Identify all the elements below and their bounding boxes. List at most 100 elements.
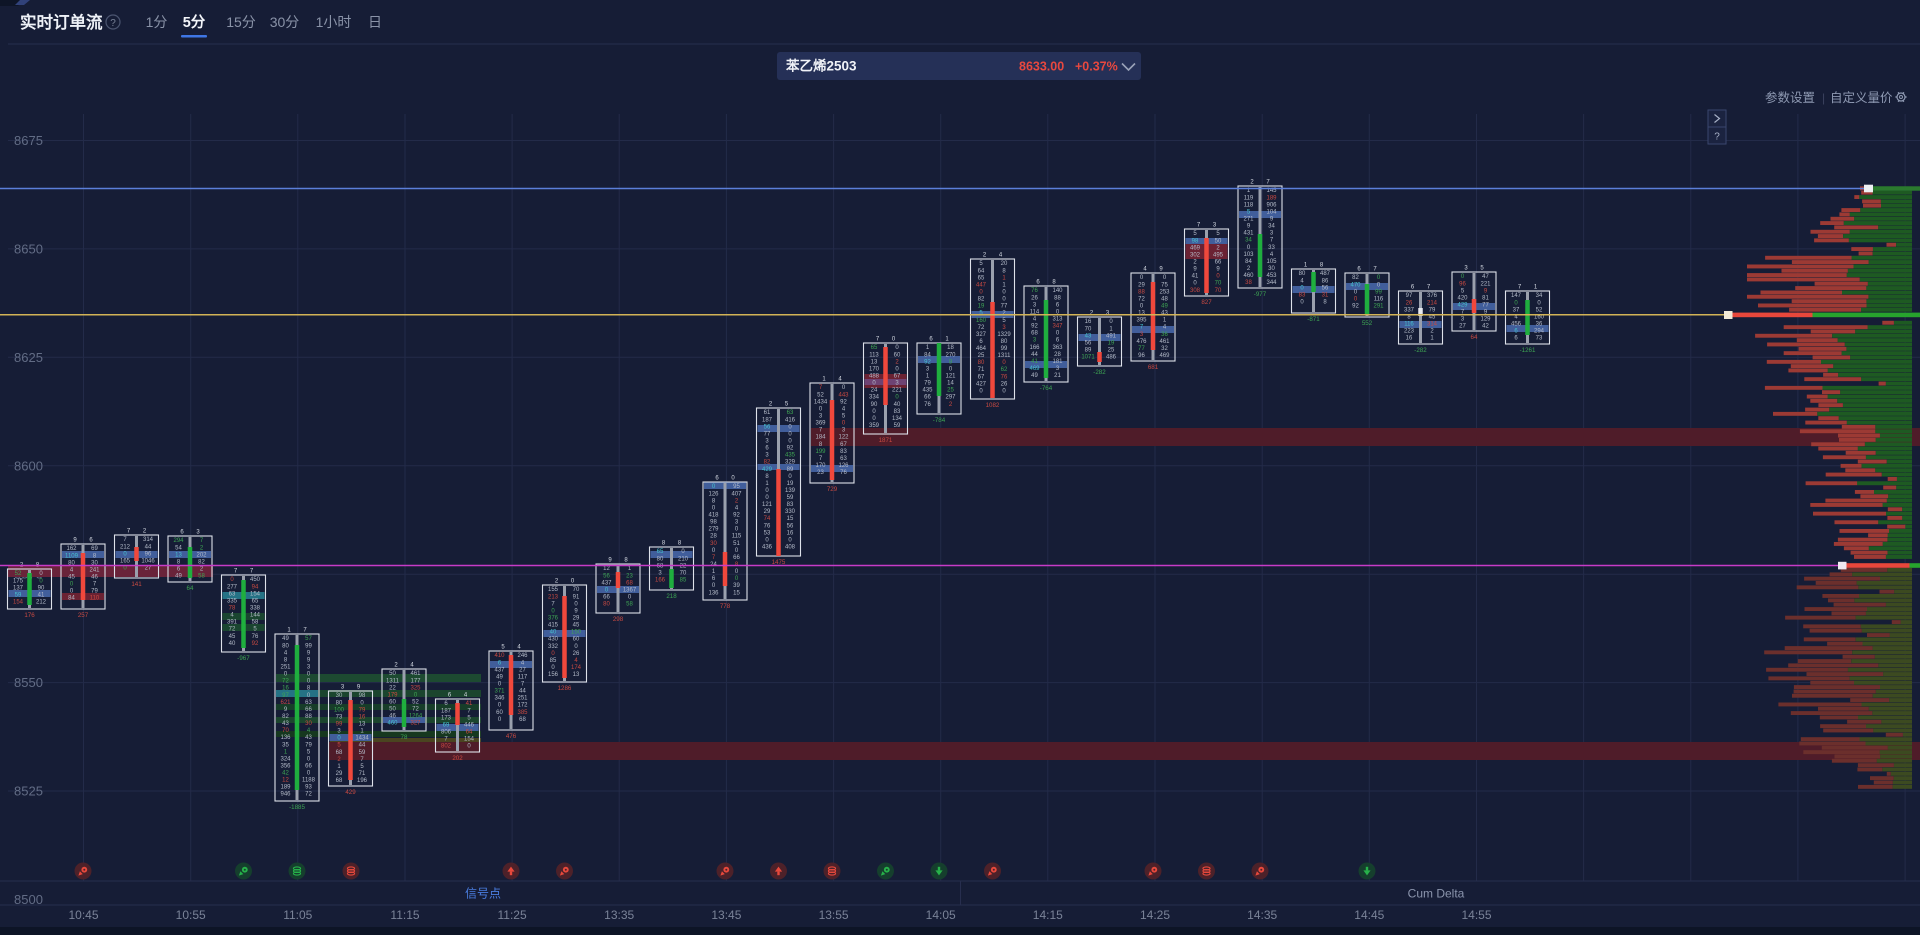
- svg-text:2: 2: [555, 579, 559, 585]
- svg-text:41: 41: [1031, 359, 1038, 365]
- svg-text:80: 80: [282, 643, 289, 649]
- svg-text:189: 189: [280, 785, 291, 791]
- svg-text:181: 181: [1052, 359, 1063, 365]
- svg-text:4: 4: [842, 406, 846, 412]
- svg-text:72: 72: [305, 792, 312, 798]
- svg-text:162: 162: [66, 546, 77, 552]
- svg-text:8: 8: [307, 686, 311, 692]
- svg-text:1分: 1分: [146, 14, 168, 30]
- svg-text:486: 486: [1106, 355, 1117, 361]
- svg-text:67: 67: [840, 442, 847, 448]
- svg-text:435: 435: [785, 453, 796, 459]
- svg-text:0: 0: [1461, 274, 1465, 280]
- svg-text:2: 2: [1193, 260, 1197, 266]
- svg-text:1109: 1109: [65, 553, 79, 559]
- svg-text:19: 19: [787, 481, 794, 487]
- svg-text:8: 8: [819, 442, 823, 448]
- svg-text:0: 0: [895, 395, 899, 401]
- svg-text:346: 346: [494, 696, 505, 702]
- svg-text:4: 4: [735, 505, 739, 511]
- svg-text:8: 8: [1002, 268, 1006, 274]
- svg-text:41: 41: [1192, 274, 1199, 280]
- svg-text:49: 49: [1031, 373, 1038, 379]
- svg-text:63: 63: [840, 456, 847, 462]
- svg-text:1: 1: [1304, 263, 1308, 269]
- svg-text:221: 221: [892, 388, 903, 394]
- svg-text:40: 40: [894, 402, 901, 408]
- svg-text:1434: 1434: [814, 399, 828, 405]
- svg-text:99: 99: [1001, 346, 1008, 352]
- svg-text:82: 82: [1352, 275, 1359, 281]
- svg-text:6: 6: [1357, 267, 1361, 273]
- svg-text:115: 115: [732, 534, 742, 540]
- svg-text:34: 34: [1268, 224, 1275, 230]
- svg-text:5分: 5分: [183, 14, 206, 31]
- svg-text:28: 28: [710, 534, 717, 540]
- svg-text:470: 470: [1350, 282, 1361, 288]
- svg-text:-1885: -1885: [289, 804, 305, 811]
- svg-text:314: 314: [1427, 322, 1438, 328]
- svg-text:70: 70: [282, 728, 289, 734]
- svg-text:0: 0: [1109, 319, 1113, 325]
- svg-text:68: 68: [1031, 331, 1038, 337]
- svg-text:2: 2: [735, 498, 739, 504]
- svg-text:5: 5: [1247, 209, 1251, 215]
- svg-text:0: 0: [1377, 275, 1381, 281]
- svg-text:1: 1: [1430, 336, 1434, 342]
- svg-text:5: 5: [979, 261, 983, 267]
- svg-text:26: 26: [1031, 295, 1038, 301]
- svg-text:410: 410: [494, 653, 505, 659]
- svg-text:0: 0: [307, 679, 311, 685]
- svg-text:1: 1: [822, 377, 826, 383]
- svg-text:0: 0: [1002, 389, 1006, 395]
- svg-text:46: 46: [389, 714, 396, 720]
- svg-text:7: 7: [1461, 310, 1465, 316]
- svg-text:80: 80: [68, 560, 75, 566]
- svg-text:3: 3: [196, 530, 200, 536]
- svg-text:自定义量价: 自定义量价: [1830, 90, 1893, 105]
- svg-text:66: 66: [1215, 260, 1222, 266]
- svg-text:144: 144: [250, 613, 261, 619]
- svg-text:429: 429: [1457, 303, 1468, 309]
- svg-text:?: ?: [110, 18, 116, 29]
- svg-text:96: 96: [1138, 353, 1145, 359]
- svg-text:1: 1: [1002, 275, 1006, 281]
- svg-text:0: 0: [70, 589, 74, 595]
- svg-text:1: 1: [926, 374, 930, 380]
- svg-text:137: 137: [13, 585, 24, 591]
- svg-text:6: 6: [1411, 285, 1415, 291]
- svg-text:59: 59: [359, 750, 366, 756]
- svg-text:72: 72: [1138, 296, 1145, 302]
- svg-text:5: 5: [1002, 318, 1006, 324]
- svg-text:32: 32: [1161, 346, 1168, 352]
- svg-text:88: 88: [1054, 295, 1061, 301]
- svg-text:7: 7: [1373, 267, 1377, 273]
- svg-text:0: 0: [1002, 297, 1006, 303]
- svg-text:1367: 1367: [623, 587, 637, 593]
- svg-text:0: 0: [307, 756, 311, 762]
- svg-text:98: 98: [710, 520, 717, 526]
- svg-text:437: 437: [494, 667, 505, 673]
- svg-text:1: 1: [1002, 282, 1006, 288]
- svg-text:1: 1: [628, 566, 632, 572]
- svg-text:2: 2: [1247, 266, 1251, 272]
- svg-text:49: 49: [175, 574, 182, 580]
- svg-text:7: 7: [521, 682, 525, 688]
- svg-text:5: 5: [1461, 288, 1465, 294]
- svg-text:2: 2: [200, 567, 204, 573]
- svg-text:0: 0: [731, 476, 735, 482]
- svg-text:46: 46: [91, 575, 98, 581]
- svg-text:778: 778: [720, 603, 731, 610]
- svg-text:0: 0: [1002, 360, 1006, 366]
- svg-text:9: 9: [73, 538, 77, 544]
- svg-text:信号点: 信号点: [465, 887, 501, 901]
- svg-text:79: 79: [91, 589, 98, 595]
- svg-text:199: 199: [815, 449, 826, 455]
- svg-text:58: 58: [252, 620, 259, 626]
- svg-text:6: 6: [1514, 329, 1518, 335]
- svg-text:3: 3: [926, 366, 930, 372]
- svg-text:2: 2: [895, 359, 899, 365]
- svg-text:88: 88: [305, 714, 312, 720]
- svg-text:95: 95: [733, 484, 740, 490]
- svg-text:552: 552: [1362, 320, 1373, 327]
